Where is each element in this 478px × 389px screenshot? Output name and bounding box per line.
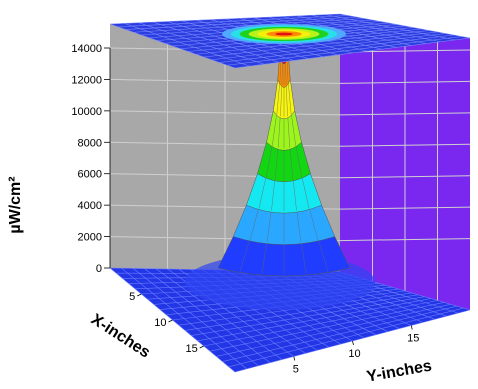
top-gridline	[234, 37, 471, 69]
spike-meridian	[286, 57, 289, 83]
y-tick-label: 15	[407, 333, 419, 345]
top-gridline	[282, 16, 412, 46]
x-axis-label: X-inches	[88, 311, 153, 362]
spike-meridian	[285, 82, 288, 117]
floor-gridline	[203, 300, 438, 347]
spike-meridian	[289, 144, 294, 180]
y-tick-mark	[410, 325, 413, 330]
y-tick-label: 10	[348, 348, 360, 360]
spike-meridian	[296, 207, 302, 242]
y-tick-label: 5	[293, 364, 299, 376]
z-axis-ticks: 0 2000 4000 6000 8000 10000 12000 14000	[71, 43, 110, 275]
spike-meridian	[277, 113, 281, 148]
spike-meridian	[266, 207, 272, 242]
z-tick-label: 12000	[71, 74, 102, 86]
spike-meridian	[276, 81, 281, 115]
floor-gridline	[228, 307, 464, 368]
spike-meridian	[317, 238, 329, 272]
z-tick-label: 6000	[78, 169, 102, 181]
spike-meridian	[295, 143, 302, 178]
spike-meridian	[266, 143, 273, 178]
top-gridline	[219, 34, 454, 63]
top-contour	[275, 32, 293, 36]
top-gridline	[339, 13, 471, 39]
top-gridline	[311, 14, 441, 43]
z-tick-label: 2000	[78, 232, 102, 244]
x-tick-label: 10	[154, 317, 166, 329]
spike-meridian	[274, 144, 279, 180]
spike-meridian	[261, 239, 268, 274]
spike-meridian	[290, 112, 296, 146]
z-tick-label: 8000	[78, 137, 102, 149]
floor-gridline	[222, 305, 458, 362]
z-axis-label: µW/cm²	[7, 176, 24, 233]
z-tick-label: 10000	[71, 106, 102, 118]
x-axis-ticks: 5 10 15	[129, 291, 204, 355]
x-tick-mark	[137, 293, 142, 297]
spike-meridian	[271, 176, 276, 211]
spike-meridian	[287, 113, 291, 148]
z-tick-label: 14000	[71, 43, 102, 55]
spike-meridian	[239, 238, 251, 272]
top-gridline	[296, 15, 427, 44]
spike-meridian	[287, 81, 292, 115]
x-tick-label: 15	[186, 343, 198, 355]
y-axis-label: Y-inches	[365, 357, 433, 385]
spike-meridian	[272, 112, 278, 146]
z-tick-label: 0	[96, 263, 102, 275]
spike-meridian	[280, 82, 283, 117]
top-gridline	[227, 36, 462, 66]
top-gridline	[211, 33, 446, 61]
spike-meridian	[308, 206, 319, 240]
x-tick-mark	[168, 319, 173, 323]
top-gridline	[203, 31, 438, 58]
spike-meridian	[249, 206, 260, 240]
floor-gridline	[184, 294, 419, 331]
floor-gridline	[197, 298, 432, 342]
x-tick-mark	[199, 345, 204, 349]
x-tick-label: 5	[129, 291, 135, 303]
top-gridline	[325, 14, 456, 41]
y-tick-mark	[352, 340, 354, 346]
spike-meridian	[301, 175, 310, 209]
y-tick-mark	[293, 356, 296, 361]
y-axis-ticks: 5 10 15	[293, 325, 419, 376]
z-tick-label: 4000	[78, 200, 102, 212]
floor-gridline	[216, 304, 451, 357]
top-contours	[222, 24, 346, 44]
floor-gridline	[191, 296, 425, 336]
floor-gridline	[209, 302, 445, 352]
spike-meridian	[300, 239, 307, 274]
spike-meridian	[292, 176, 297, 211]
spike-meridian	[258, 175, 267, 209]
